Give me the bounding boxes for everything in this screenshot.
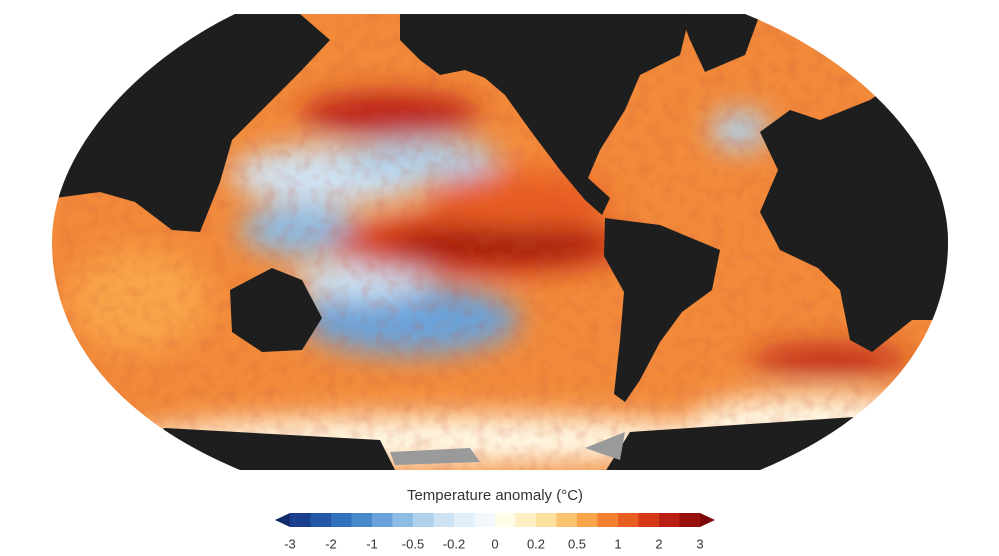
colorbar-segment xyxy=(618,513,639,527)
colorbar-tick-label: -2 xyxy=(325,536,337,551)
colorbar-segment xyxy=(638,513,660,527)
colorbar-segment xyxy=(454,513,475,527)
colorbar-tick-label: 0.5 xyxy=(568,536,586,551)
colorbar-segment xyxy=(577,513,598,527)
legend-title: Temperature anomaly (°C) xyxy=(407,487,583,504)
colorbar-segment xyxy=(413,513,434,527)
colorbar-tick-label: -1 xyxy=(366,536,378,551)
colorbar-tick-label: 1 xyxy=(614,536,621,551)
colorbar-segment xyxy=(392,513,414,527)
colorbar-segment xyxy=(597,513,619,527)
colorbar-segment xyxy=(331,513,352,527)
colorbar-extend-low xyxy=(275,513,290,527)
colorbar-segment xyxy=(536,513,557,527)
colorbar-segment xyxy=(372,513,393,527)
colorbar-tick-label: -0.5 xyxy=(402,536,424,551)
colorbar-tick-label: 2 xyxy=(655,536,662,551)
colorbar-segment xyxy=(290,513,311,527)
colorbar-tick-label: 3 xyxy=(696,536,703,551)
ice-shelf xyxy=(390,432,625,465)
colorbar-segment xyxy=(495,513,516,527)
colorbar-segment xyxy=(474,513,496,527)
colorbar-segment xyxy=(310,513,332,527)
colorbar-tick-label: -3 xyxy=(284,536,296,551)
colorbar-tick-label: 0.2 xyxy=(527,536,545,551)
colorbar-segment xyxy=(351,513,373,527)
colorbar-segment xyxy=(659,513,680,527)
colorbar-segment xyxy=(433,513,455,527)
map xyxy=(52,14,948,470)
colorbar-segment xyxy=(679,513,701,527)
colorbar-tick-label: -0.2 xyxy=(443,536,465,551)
colorbar-extend-high xyxy=(700,513,715,527)
colorbar-segment xyxy=(556,513,578,527)
colorbar-tick-label: 0 xyxy=(491,536,498,551)
colorbar-segment xyxy=(515,513,537,527)
